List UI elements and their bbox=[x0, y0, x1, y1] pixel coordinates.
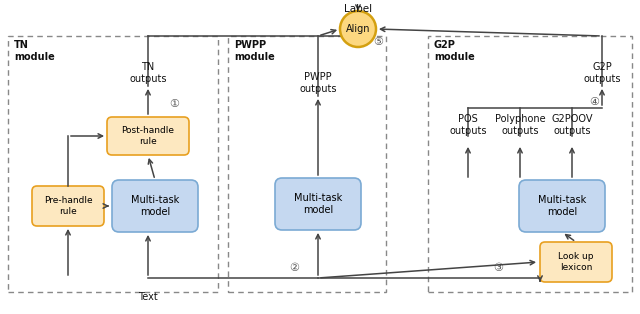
Text: TN
module: TN module bbox=[14, 40, 55, 62]
Bar bbox=[228, 36, 386, 292]
Text: POS
outputs: POS outputs bbox=[449, 114, 487, 136]
Text: ③: ③ bbox=[493, 263, 503, 273]
FancyBboxPatch shape bbox=[107, 117, 189, 155]
Text: Multi-task
model: Multi-task model bbox=[538, 195, 586, 217]
Text: Multi-task
model: Multi-task model bbox=[294, 193, 342, 215]
FancyBboxPatch shape bbox=[519, 180, 605, 232]
Text: Post-handle
rule: Post-handle rule bbox=[122, 126, 175, 146]
Text: Polyphone
outputs: Polyphone outputs bbox=[495, 114, 545, 136]
Text: Look up
lexicon: Look up lexicon bbox=[558, 252, 594, 272]
Bar bbox=[428, 36, 632, 292]
Bar bbox=[8, 36, 218, 292]
Text: Text: Text bbox=[138, 292, 158, 302]
Text: Align: Align bbox=[346, 24, 371, 34]
Text: PWPP
outputs: PWPP outputs bbox=[300, 73, 337, 94]
Text: ④: ④ bbox=[589, 97, 599, 107]
Text: G2P
outputs: G2P outputs bbox=[583, 62, 621, 84]
Text: Label: Label bbox=[344, 4, 372, 14]
Text: Multi-task
model: Multi-task model bbox=[131, 195, 179, 217]
Circle shape bbox=[340, 11, 376, 47]
Text: PWPP
module: PWPP module bbox=[234, 40, 275, 62]
FancyBboxPatch shape bbox=[275, 178, 361, 230]
Text: TN
outputs: TN outputs bbox=[129, 62, 167, 84]
Text: G2POOV
outputs: G2POOV outputs bbox=[551, 114, 593, 136]
Text: G2P
module: G2P module bbox=[434, 40, 475, 62]
Text: Pre-handle
rule: Pre-handle rule bbox=[44, 196, 92, 216]
FancyBboxPatch shape bbox=[32, 186, 104, 226]
Text: ②: ② bbox=[289, 263, 299, 273]
FancyBboxPatch shape bbox=[540, 242, 612, 282]
FancyBboxPatch shape bbox=[112, 180, 198, 232]
Text: ①: ① bbox=[169, 99, 179, 109]
Text: ⑤: ⑤ bbox=[373, 37, 383, 47]
